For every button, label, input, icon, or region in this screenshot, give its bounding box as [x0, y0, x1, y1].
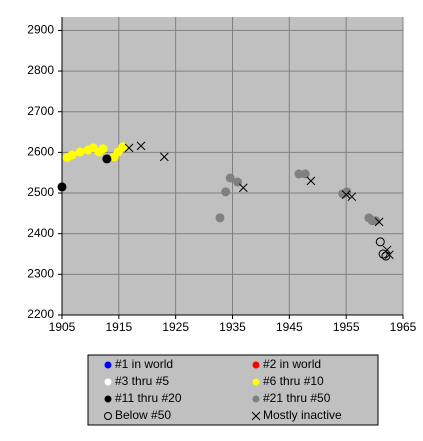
y-tick-label: 2700 — [27, 104, 54, 118]
legend-label: Mostly inactive — [263, 408, 342, 422]
marker-circle — [252, 378, 260, 386]
x-tick-label: 1965 — [390, 320, 417, 334]
marker-x — [159, 152, 169, 162]
marker-circle — [102, 154, 112, 164]
marker-x — [124, 143, 134, 153]
marker-circle — [252, 361, 260, 369]
marker-circle — [118, 142, 128, 152]
y-tick-label: 2600 — [27, 145, 54, 159]
x-tick-label: 1915 — [105, 320, 132, 334]
marker-open-circle — [378, 249, 388, 259]
marker-circle — [104, 361, 112, 369]
marker-x — [306, 176, 316, 186]
x-tick-label: 1935 — [219, 320, 246, 334]
marker-circle — [225, 173, 235, 183]
y-tick-label: 2300 — [27, 267, 54, 281]
marker-circle — [57, 182, 67, 192]
legend-label: #6 thru #10 — [263, 374, 324, 388]
legend-label: #1 in world — [115, 357, 173, 371]
marker-circle — [75, 147, 85, 157]
legend-label: #3 thru #5 — [115, 374, 169, 388]
marker-circle — [104, 378, 112, 386]
marker-circle — [300, 169, 310, 179]
y-tick-label: 2800 — [27, 63, 54, 77]
x-tick-label: 1925 — [162, 320, 189, 334]
legend-box — [87, 354, 379, 426]
x-tick-label: 1905 — [49, 320, 76, 334]
marker-x — [347, 192, 357, 202]
marker-circle — [104, 395, 112, 403]
marker-circle — [221, 187, 231, 197]
marker-circle — [294, 169, 304, 179]
marker-x — [341, 190, 351, 200]
marker-x — [136, 141, 146, 151]
legend-label: #2 in world — [263, 357, 321, 371]
marker-circle — [252, 395, 260, 403]
x-tick-label: 1955 — [333, 320, 360, 334]
legend-label: Below #50 — [115, 408, 171, 422]
legend-label: #11 thru #20 — [115, 391, 182, 405]
marker-circle — [67, 150, 77, 160]
x-tick-label: 1945 — [276, 320, 303, 334]
marker-x — [374, 217, 384, 227]
y-tick-label: 2200 — [27, 307, 54, 321]
marker-open-circle — [104, 412, 112, 420]
marker-circle — [98, 144, 108, 154]
marker-circle — [371, 216, 381, 226]
y-tick-label: 2400 — [27, 226, 54, 240]
marker-x — [251, 411, 261, 421]
marker-open-circle — [375, 237, 385, 247]
marker-x — [382, 245, 392, 255]
marker-x — [238, 183, 248, 193]
marker-circle — [215, 213, 225, 223]
marker-x — [385, 250, 394, 260]
y-tick-label: 2500 — [27, 185, 54, 199]
legend-label: #21 thru #50 — [263, 391, 331, 405]
y-tick-label: 2900 — [27, 23, 54, 37]
